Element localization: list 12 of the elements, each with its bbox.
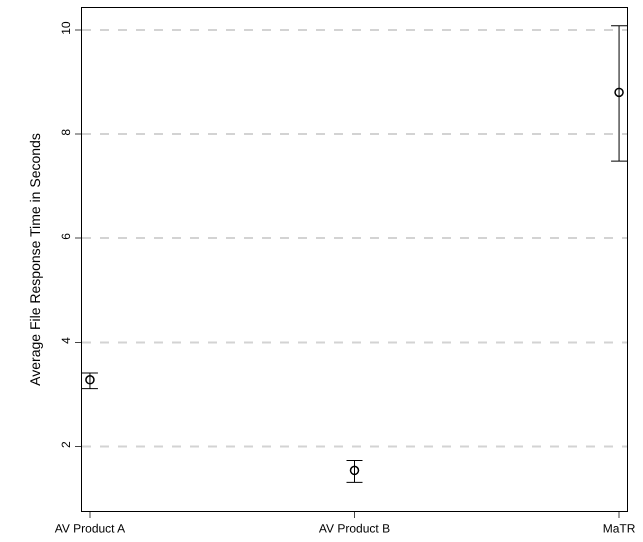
x-tick-label: AV Product B [318, 521, 390, 536]
y-tick-label: 4 [59, 336, 74, 344]
y-tick-label: 2 [59, 440, 74, 448]
y-tick-label: 10 [59, 21, 74, 35]
point [614, 88, 624, 98]
point [350, 466, 360, 476]
x-tick-label: AV Product A [54, 521, 126, 536]
point [85, 375, 95, 385]
y-axis-title: Average File Response Time in Seconds [26, 133, 43, 386]
x-tick-label: MaTR [602, 521, 636, 536]
y-tick-label: 6 [59, 232, 74, 240]
y-tick-label: 8 [59, 128, 74, 136]
